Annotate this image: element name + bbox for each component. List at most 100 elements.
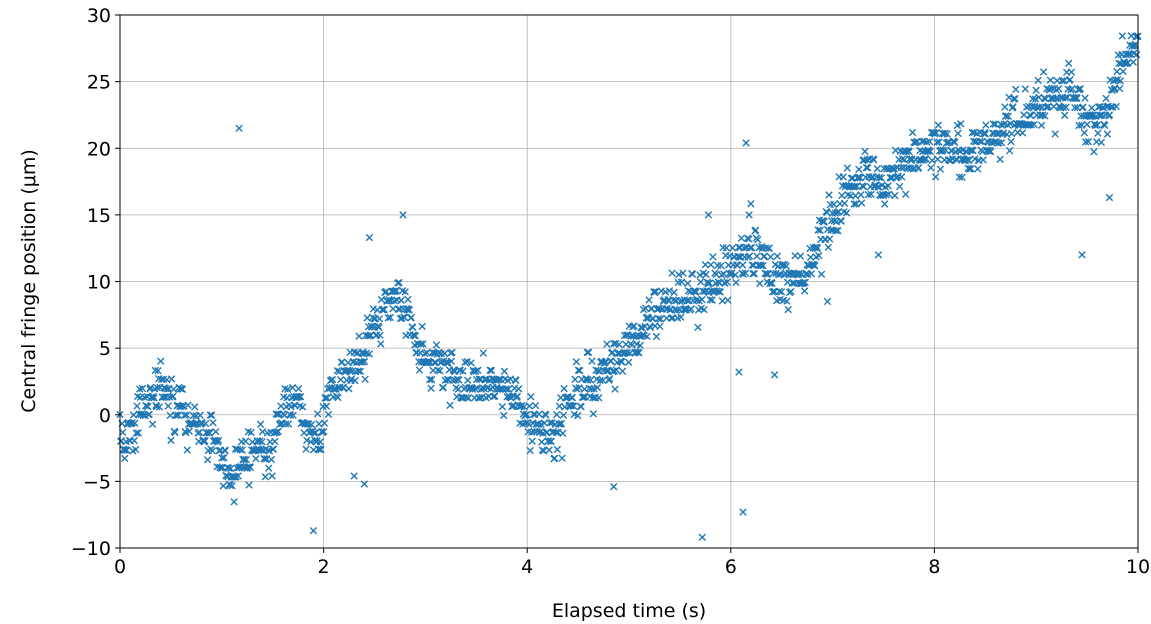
data-point bbox=[813, 244, 822, 253]
data-point bbox=[630, 322, 638, 330]
y-tick-label: −10 bbox=[71, 538, 111, 560]
data-point bbox=[447, 357, 456, 365]
data-point bbox=[1109, 77, 1118, 85]
data-point bbox=[320, 427, 328, 436]
data-point bbox=[688, 270, 697, 278]
data-point bbox=[252, 455, 260, 463]
data-point bbox=[1048, 84, 1056, 93]
data-point bbox=[152, 402, 161, 411]
data-point bbox=[527, 393, 535, 401]
data-point bbox=[765, 244, 773, 252]
data-point bbox=[236, 445, 244, 454]
data-point bbox=[1129, 58, 1137, 66]
data-point bbox=[1027, 112, 1035, 120]
data-point bbox=[260, 455, 269, 463]
data-point bbox=[864, 164, 872, 172]
data-point bbox=[177, 402, 185, 411]
data-point bbox=[1058, 77, 1066, 85]
data-point bbox=[176, 384, 185, 393]
data-point bbox=[575, 384, 583, 392]
data-point bbox=[218, 454, 226, 462]
data-point bbox=[843, 164, 852, 172]
data-point bbox=[298, 403, 307, 411]
data-point bbox=[375, 315, 384, 323]
data-point bbox=[209, 419, 217, 427]
data-point bbox=[612, 366, 621, 374]
data-point bbox=[753, 236, 762, 244]
data-point bbox=[1029, 95, 1037, 103]
data-point bbox=[427, 384, 435, 393]
data-point bbox=[271, 437, 279, 446]
data-point bbox=[855, 165, 863, 173]
data-point bbox=[542, 411, 550, 419]
data-point bbox=[941, 129, 949, 137]
data-point bbox=[768, 279, 776, 288]
data-point bbox=[645, 296, 653, 304]
data-point bbox=[221, 447, 229, 455]
y-tick-label: 25 bbox=[87, 72, 111, 94]
data-point bbox=[195, 428, 204, 436]
data-point bbox=[825, 191, 833, 199]
data-point bbox=[146, 383, 155, 392]
data-point bbox=[782, 262, 790, 270]
data-point bbox=[407, 313, 416, 322]
data-point bbox=[130, 436, 138, 445]
data-point bbox=[728, 244, 737, 252]
data-point bbox=[235, 124, 243, 132]
data-point bbox=[544, 437, 553, 445]
data-point bbox=[547, 437, 555, 446]
data-point bbox=[749, 270, 757, 278]
data-point bbox=[705, 279, 714, 287]
data-point bbox=[607, 357, 615, 365]
data-point bbox=[523, 410, 531, 419]
data-point bbox=[982, 121, 990, 129]
data-point bbox=[584, 376, 592, 384]
data-point bbox=[455, 376, 463, 384]
data-point bbox=[440, 349, 449, 358]
data-point bbox=[300, 429, 308, 437]
data-point bbox=[504, 385, 513, 393]
data-point bbox=[489, 392, 498, 401]
data-point bbox=[1062, 103, 1070, 111]
data-point bbox=[138, 384, 147, 393]
data-point bbox=[182, 411, 191, 419]
data-point bbox=[322, 394, 330, 402]
data-point bbox=[201, 419, 210, 428]
data-point bbox=[649, 314, 657, 323]
data-point bbox=[870, 156, 878, 164]
data-point bbox=[624, 358, 633, 366]
data-point bbox=[867, 190, 875, 199]
data-point bbox=[751, 226, 760, 234]
data-point bbox=[905, 147, 913, 156]
data-point bbox=[559, 411, 568, 419]
data-point bbox=[815, 251, 823, 260]
data-point bbox=[824, 243, 833, 252]
data-point bbox=[1020, 111, 1028, 119]
data-point bbox=[174, 411, 183, 419]
data-point bbox=[885, 190, 893, 199]
data-point bbox=[365, 233, 374, 242]
data-point bbox=[232, 473, 240, 481]
data-point bbox=[1059, 103, 1067, 112]
data-point bbox=[1054, 85, 1063, 93]
data-point bbox=[1103, 130, 1112, 138]
data-point bbox=[333, 367, 342, 375]
data-point bbox=[702, 270, 710, 279]
data-point bbox=[580, 393, 588, 401]
data-point bbox=[934, 121, 943, 129]
data-point bbox=[310, 429, 318, 437]
data-point bbox=[1009, 103, 1017, 111]
data-point bbox=[470, 368, 478, 376]
data-point bbox=[163, 385, 172, 393]
data-point bbox=[739, 261, 747, 269]
data-point bbox=[897, 163, 905, 172]
x-tick-label: 6 bbox=[725, 556, 737, 578]
data-point bbox=[1037, 121, 1046, 130]
data-point bbox=[615, 340, 623, 349]
data-point bbox=[475, 375, 483, 384]
data-point bbox=[1079, 103, 1087, 111]
data-point bbox=[741, 269, 750, 277]
data-point bbox=[880, 200, 889, 208]
data-point bbox=[500, 411, 508, 420]
data-point bbox=[588, 394, 597, 402]
